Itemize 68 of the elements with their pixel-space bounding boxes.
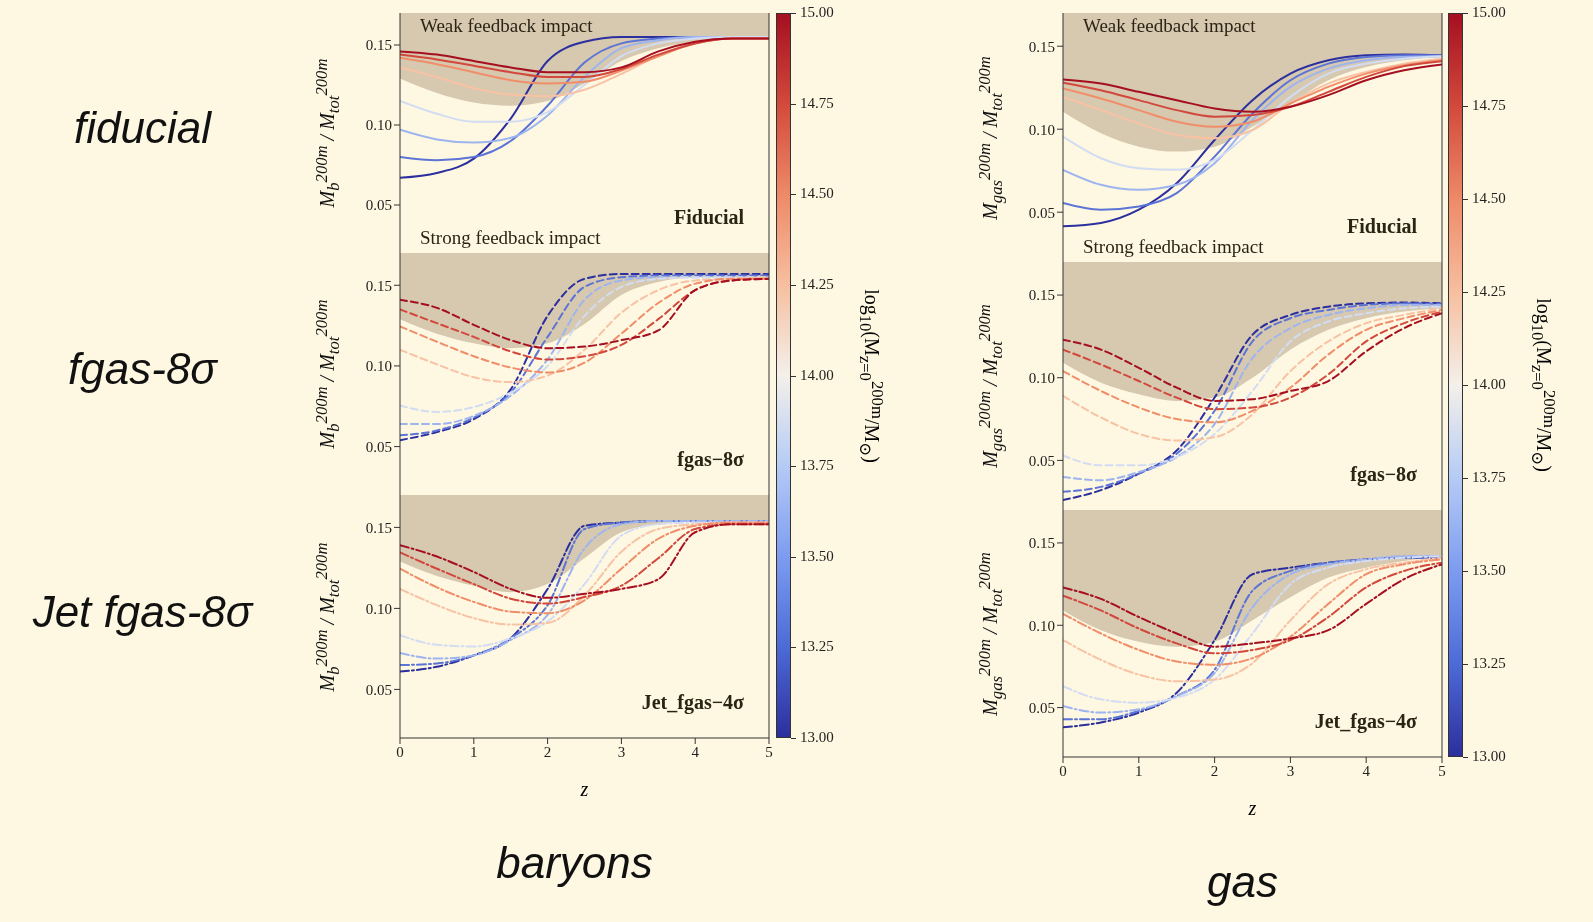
color-bar-label: 14.25 [800,275,834,293]
color-bar-label: 13.50 [1472,562,1506,579]
x-tick-label: 3 [1286,762,1295,779]
y-tick-label: 0.15 [365,277,392,294]
annotation: Strong feedback impact [420,227,601,249]
line-series [400,36,769,123]
annotation: fgas−8σ [677,448,744,471]
color-bar-label: 14.50 [800,185,834,203]
color-bar-label: 13.25 [1472,655,1506,672]
y-tick-label: 0.10 [365,600,392,617]
color-bar-label: 13.00 [1472,748,1506,765]
y-tick-label: 0.15 [365,519,392,536]
y-tick-label: 0.10 [1028,121,1055,138]
color-bar-label: 14.75 [1472,97,1506,114]
x-axis-title: z [1248,797,1257,820]
line-series [1063,59,1442,128]
x-tick-label: 2 [1210,762,1219,779]
y-tick-label: 0.10 [1028,370,1055,387]
color-bar-label: 15.00 [800,4,834,21]
y-tick-label: 0.15 [365,37,392,54]
annotation: Weak feedback impact [1083,15,1256,37]
annotation: Jet_fgas−4σ [641,691,744,714]
x-tick-label: 3 [617,743,626,760]
y-tick-label: 0.10 [1028,617,1055,634]
line-series [1063,57,1442,140]
y-tick-label: 0.10 [365,358,392,375]
x-tick-label: 4 [1362,762,1371,779]
text: baryons [496,838,653,888]
color-bar-label: 13.75 [800,457,834,475]
color-bar-label: 14.50 [1472,190,1506,207]
x-axis-title: z [580,778,589,801]
annotation: Fiducial [1346,215,1417,238]
color-bar-label: 13.00 [800,729,834,746]
x-tick-label: 2 [543,743,552,760]
x-tick-label: 5 [1438,762,1446,779]
color-bar-label: 14.25 [1472,283,1506,300]
color-bar-label: 14.00 [1472,376,1506,393]
annotation: fgas−8σ [1350,463,1417,486]
color-bar-label: 15.00 [1472,4,1506,21]
color-bar-label: 13.50 [800,547,834,565]
y-tick-label: 0.15 [1028,535,1055,552]
color-bar-label: 14.75 [800,94,834,112]
y-tick-label: 0.05 [365,197,392,214]
annotation: Strong feedback impact [1083,236,1264,258]
color-bar-label: 13.75 [1472,469,1506,486]
y-tick-label: 0.05 [365,438,392,455]
x-tick-label: 0 [396,743,404,760]
text: Jet fgas-8σ [31,586,255,637]
text: gas [1207,857,1278,907]
y-tick-label: 0.05 [1028,204,1055,221]
x-tick-label: 4 [691,743,700,760]
y-tick-label: 0.05 [1028,452,1055,469]
y-tick-label: 0.05 [365,681,392,698]
x-tick-label: 1 [470,743,478,760]
color-bar-label: 13.25 [800,638,834,656]
annotation: Jet_fgas−4σ [1314,710,1417,733]
annotation: Fiducial [673,206,744,229]
color-bar-label: 14.00 [800,366,834,384]
x-tick-label: 1 [1135,762,1143,779]
x-tick-label: 0 [1059,762,1067,779]
y-tick-label: 0.10 [365,117,392,134]
y-tick-label: 0.05 [1028,699,1055,716]
y-tick-label: 0.15 [1028,287,1055,304]
y-tick-label: 0.15 [1028,38,1055,55]
annotation: Weak feedback impact [420,15,593,37]
text: fiducial [73,103,213,153]
x-tick-label: 5 [765,743,773,760]
text: fgas-8σ [67,344,219,394]
